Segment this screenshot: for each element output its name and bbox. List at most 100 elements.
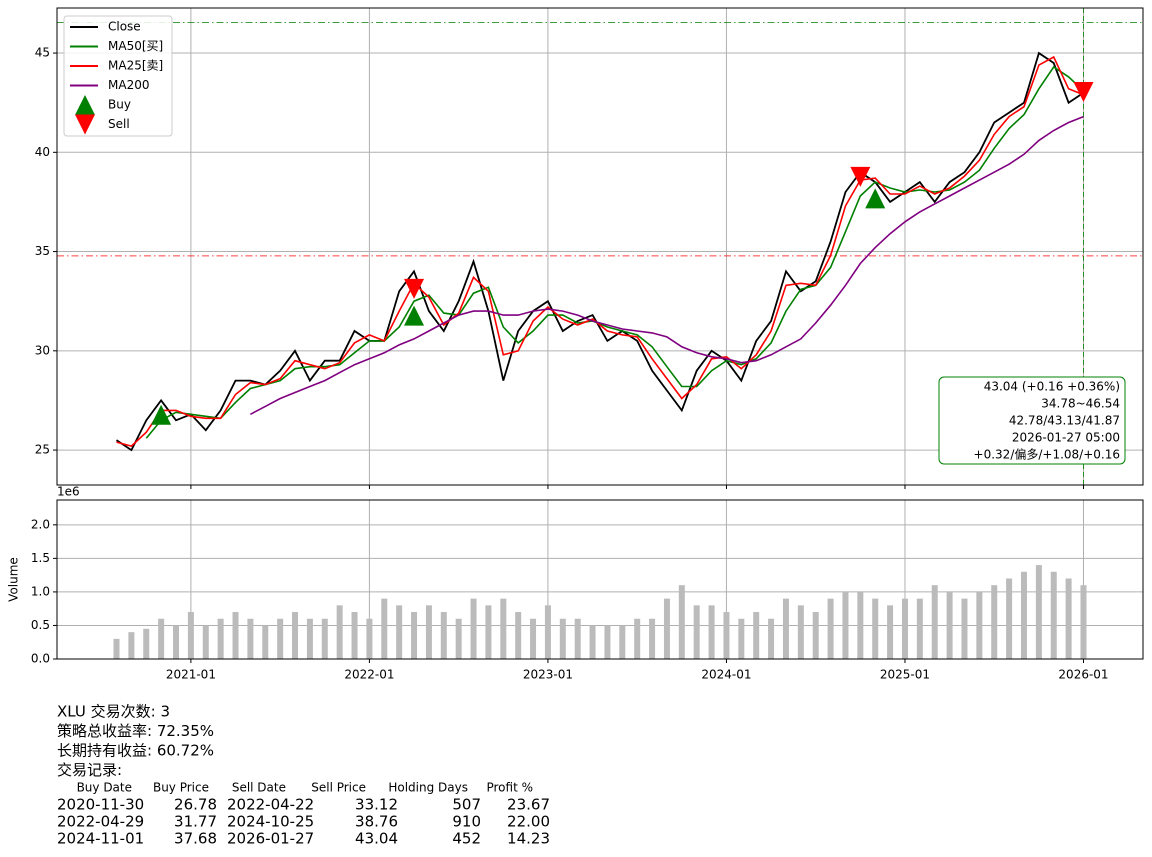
table-cell: 452 bbox=[452, 830, 481, 848]
x-tick-label: 2026-01 bbox=[1058, 668, 1108, 682]
trade-marker bbox=[404, 278, 425, 299]
report-line: XLU 交易次数: 3 bbox=[57, 703, 170, 721]
table-cell: 26.78 bbox=[174, 796, 217, 814]
table-header: Sell Date bbox=[232, 781, 286, 795]
axes-frame bbox=[56, 499, 1144, 660]
volume-bar bbox=[336, 605, 343, 659]
volume-bar bbox=[961, 598, 968, 659]
volume-bar bbox=[797, 605, 804, 659]
volume-bar bbox=[857, 591, 864, 659]
volume-bar bbox=[738, 618, 745, 659]
volume-bar bbox=[143, 628, 150, 659]
volume-bar bbox=[247, 618, 254, 659]
legend-label: Close bbox=[108, 20, 141, 34]
volume-bar bbox=[842, 591, 849, 659]
legend-label: Buy bbox=[108, 98, 131, 112]
volume-bar bbox=[708, 605, 715, 659]
volume-bar bbox=[872, 598, 879, 659]
legend-label: MA25[卖] bbox=[108, 59, 163, 73]
volume-bar bbox=[351, 612, 358, 659]
report-line: 长期持有收益: 60.72% bbox=[57, 742, 214, 760]
volume-bar bbox=[381, 598, 388, 659]
table-header: Buy Date bbox=[77, 781, 132, 795]
volume-bar bbox=[113, 638, 120, 659]
legend-label: MA50[买] bbox=[108, 39, 163, 53]
volume-bar bbox=[723, 612, 730, 659]
table-header: Holding Days bbox=[388, 781, 468, 795]
table-header: Sell Price bbox=[311, 781, 366, 795]
volume-bar bbox=[455, 618, 462, 659]
table-header: Profit % bbox=[486, 781, 533, 795]
trade-marker bbox=[1073, 81, 1094, 102]
info-text: 43.04 (+0.16 +0.36%) bbox=[984, 380, 1120, 394]
volume-bar bbox=[1020, 571, 1027, 659]
info-text: +0.32/偏多/+1.08/+0.16 bbox=[974, 447, 1120, 462]
volume-bar bbox=[589, 625, 596, 659]
x-tick-label: 2023-01 bbox=[523, 668, 573, 682]
volume-bar bbox=[1080, 585, 1087, 659]
volume-bar bbox=[1065, 578, 1072, 659]
volume-bar bbox=[931, 585, 938, 659]
y-tick-label: 40 bbox=[35, 145, 50, 159]
y-tick-label: 1.0 bbox=[31, 584, 50, 598]
volume-bar bbox=[604, 625, 611, 659]
axes-frame bbox=[56, 7, 1144, 486]
price-line bbox=[116, 55, 1084, 447]
volume-bar bbox=[187, 612, 194, 659]
trade-marker bbox=[151, 404, 172, 425]
y-axis-label: Volume bbox=[7, 557, 21, 602]
volume-bar bbox=[366, 618, 373, 659]
volume-bar bbox=[887, 605, 894, 659]
volume-bar bbox=[901, 598, 908, 659]
y-tick-label: 0.5 bbox=[31, 618, 50, 632]
legend-marker bbox=[75, 114, 95, 135]
table-cell: 507 bbox=[452, 796, 481, 814]
volume-bar bbox=[277, 618, 284, 659]
y-tick-label: 0.0 bbox=[31, 652, 50, 666]
table-cell: 2022-04-29 bbox=[57, 813, 144, 831]
volume-bar bbox=[173, 625, 180, 659]
legend: Close MA50[买] MA25[卖] MA200 Buy Sell bbox=[63, 15, 173, 137]
price-line bbox=[145, 65, 1085, 439]
table-cell: 37.68 bbox=[174, 830, 217, 848]
volume-bar bbox=[1050, 571, 1057, 659]
volume-bar bbox=[128, 632, 135, 659]
info-text: 42.78/43.13/41.87 bbox=[1009, 414, 1120, 428]
volume-bar bbox=[693, 605, 700, 659]
trade-marker bbox=[404, 305, 425, 326]
volume-bar bbox=[946, 591, 953, 659]
y-tick-label: 25 bbox=[35, 443, 50, 457]
y-tick-label: 35 bbox=[35, 244, 50, 258]
table-cell: 910 bbox=[452, 813, 481, 831]
x-tick-label: 2022-01 bbox=[344, 668, 394, 682]
legend-label: Sell bbox=[108, 117, 130, 131]
trade-marker bbox=[850, 166, 871, 187]
volume-bar bbox=[217, 618, 224, 659]
x-tick-label: 2021-01 bbox=[166, 668, 216, 682]
table-cell: 2026-01-27 bbox=[227, 830, 314, 848]
volume-bar bbox=[232, 612, 239, 659]
volume-bar bbox=[768, 618, 775, 659]
table-cell: 33.12 bbox=[355, 796, 398, 814]
table-cell: 38.76 bbox=[355, 813, 398, 831]
volume-bar bbox=[619, 625, 626, 659]
volume-bar bbox=[515, 612, 522, 659]
volume-bar bbox=[1035, 565, 1042, 659]
volume-bar bbox=[649, 618, 656, 659]
plot-area bbox=[57, 8, 1143, 485]
volume-bar bbox=[678, 585, 685, 659]
volume-bar bbox=[262, 625, 269, 659]
table-cell: 14.23 bbox=[507, 830, 550, 848]
volume-bar bbox=[396, 605, 403, 659]
volume-bar bbox=[158, 618, 165, 659]
x-tick-label: 2024-01 bbox=[701, 668, 751, 682]
volume-bar bbox=[321, 618, 328, 659]
volume-bar bbox=[663, 598, 670, 659]
volume-bar bbox=[782, 598, 789, 659]
volume-bar bbox=[991, 585, 998, 659]
volume-bar bbox=[440, 612, 447, 659]
table-cell: 2020-11-30 bbox=[57, 796, 144, 814]
legend-label: MA200 bbox=[108, 78, 149, 92]
volume-bar bbox=[559, 618, 566, 659]
